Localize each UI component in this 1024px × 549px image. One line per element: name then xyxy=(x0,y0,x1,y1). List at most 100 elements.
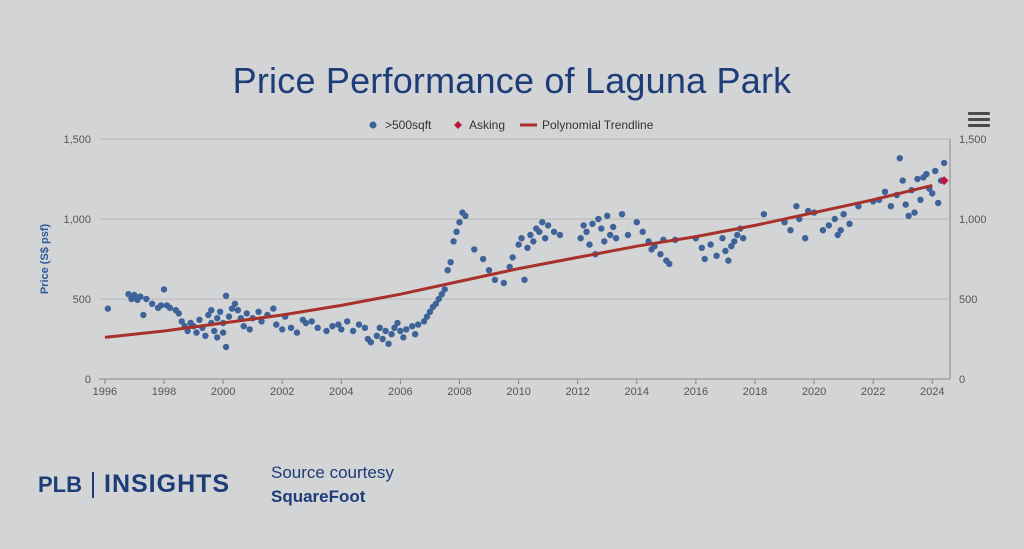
data-point-500sqft xyxy=(719,235,726,242)
data-point-500sqft xyxy=(840,211,847,218)
data-point-500sqft xyxy=(583,228,590,235)
data-point-500sqft xyxy=(213,334,221,341)
x-tick-label: 2004 xyxy=(329,386,353,398)
data-point-500sqft xyxy=(344,318,351,325)
data-point-500sqft xyxy=(453,228,460,235)
data-point-500sqft xyxy=(657,251,664,258)
y-tick-label-left: 0 xyxy=(85,374,91,386)
data-point-500sqft xyxy=(438,291,445,298)
data-point-500sqft xyxy=(586,241,593,248)
data-point-500sqft xyxy=(240,323,247,330)
data-point-500sqft xyxy=(491,276,499,283)
data-point-500sqft xyxy=(208,307,215,314)
data-point-500sqft xyxy=(456,219,463,226)
data-point-500sqft xyxy=(598,225,605,232)
x-tick-label: 2022 xyxy=(861,386,885,398)
data-point-500sqft xyxy=(231,300,239,307)
y-tick-label-right: 1,500 xyxy=(959,134,987,146)
data-point-500sqft xyxy=(834,231,841,239)
data-point-500sqft xyxy=(403,326,410,333)
data-point-500sqft xyxy=(524,244,531,251)
data-point-500sqft xyxy=(550,228,558,235)
data-point-500sqft xyxy=(618,211,626,218)
data-point-500sqft xyxy=(213,315,221,322)
data-point-500sqft xyxy=(932,167,939,175)
data-point-500sqft xyxy=(825,222,833,229)
data-point-500sqft xyxy=(335,321,342,328)
data-point-500sqft xyxy=(728,243,735,250)
data-point-500sqft xyxy=(273,321,280,328)
y-tick-label-left: 500 xyxy=(73,294,91,306)
data-point-500sqft xyxy=(385,340,392,347)
data-point-500sqft xyxy=(104,305,112,312)
data-point-500sqft xyxy=(506,263,513,271)
data-point-500sqft xyxy=(698,244,705,251)
x-tick-label: 1998 xyxy=(152,386,176,398)
source-line-2: SquareFoot xyxy=(271,487,366,506)
data-point-500sqft xyxy=(228,305,236,312)
y-tick-label-right: 500 xyxy=(959,294,977,306)
data-point-500sqft xyxy=(831,215,838,223)
data-point-500sqft xyxy=(819,227,827,234)
data-point-500sqft xyxy=(905,212,912,219)
data-point-500sqft xyxy=(216,308,224,315)
data-point-500sqft xyxy=(329,323,336,330)
data-point-500sqft xyxy=(633,219,640,226)
data-point-500sqft xyxy=(205,311,212,319)
data-point-500sqft xyxy=(441,286,448,293)
x-tick-label: 2008 xyxy=(447,386,471,398)
legend-label: Asking xyxy=(469,118,505,132)
data-point-500sqft xyxy=(178,318,185,325)
data-point-500sqft xyxy=(914,175,921,183)
data-point-500sqft xyxy=(308,318,315,325)
x-tick-label: 2020 xyxy=(802,386,826,398)
x-tick-label: 2002 xyxy=(270,386,294,398)
data-point-500sqft xyxy=(420,318,428,325)
hamburger-menu-icon[interactable] xyxy=(968,112,990,130)
data-point-500sqft xyxy=(379,335,386,343)
data-point-500sqft xyxy=(734,231,741,239)
data-point-500sqft xyxy=(887,203,895,210)
data-point-500sqft xyxy=(544,222,552,229)
data-point-500sqft xyxy=(899,177,906,184)
data-point-500sqft xyxy=(175,310,182,317)
data-point-500sqft xyxy=(911,209,918,216)
data-point-500sqft xyxy=(527,231,534,239)
data-point-500sqft xyxy=(624,231,632,239)
data-point-500sqft xyxy=(246,326,253,333)
data-point-500sqft xyxy=(293,329,301,336)
data-point-500sqft xyxy=(391,324,398,331)
source-line-1: Source courtesy xyxy=(271,463,394,482)
data-point-500sqft xyxy=(411,331,419,338)
data-point-500sqft xyxy=(373,332,380,339)
data-point-500sqft xyxy=(500,279,508,287)
data-point-500sqft xyxy=(157,302,165,309)
data-point-500sqft xyxy=(394,319,401,327)
data-point-500sqft xyxy=(793,203,800,210)
data-point-500sqft xyxy=(940,159,948,167)
x-tick-label: 2018 xyxy=(743,386,767,398)
data-point-500sqft xyxy=(802,235,809,242)
data-point-500sqft xyxy=(323,327,330,335)
data-point-500sqft xyxy=(279,326,286,333)
data-point-500sqft xyxy=(349,327,357,335)
data-point-500sqft xyxy=(140,311,147,319)
data-point-500sqft xyxy=(731,238,738,245)
data-point-500sqft xyxy=(435,295,443,303)
data-point-500sqft xyxy=(444,267,451,274)
data-point-500sqft xyxy=(287,324,295,331)
data-point-500sqft xyxy=(314,324,321,331)
y-tick-label-right: 1,000 xyxy=(959,214,987,226)
data-point-500sqft xyxy=(929,190,936,197)
data-point-500sqft xyxy=(255,308,262,315)
brand-right: INSIGHTS xyxy=(104,470,231,498)
data-point-500sqft xyxy=(388,331,395,338)
data-point-500sqft xyxy=(450,238,457,245)
data-point-500sqft xyxy=(609,223,617,231)
data-point-500sqft xyxy=(577,235,584,242)
data-point-500sqft xyxy=(211,327,218,335)
x-tick-label: 2000 xyxy=(211,386,235,398)
data-point-500sqft xyxy=(258,318,265,325)
data-point-500sqft xyxy=(432,300,440,307)
